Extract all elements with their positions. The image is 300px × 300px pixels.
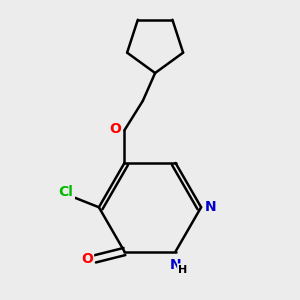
Text: Cl: Cl xyxy=(59,185,74,199)
Text: N: N xyxy=(170,258,182,272)
Text: H: H xyxy=(178,265,188,275)
Text: N: N xyxy=(204,200,216,214)
Text: O: O xyxy=(81,252,93,266)
Text: O: O xyxy=(110,122,122,136)
